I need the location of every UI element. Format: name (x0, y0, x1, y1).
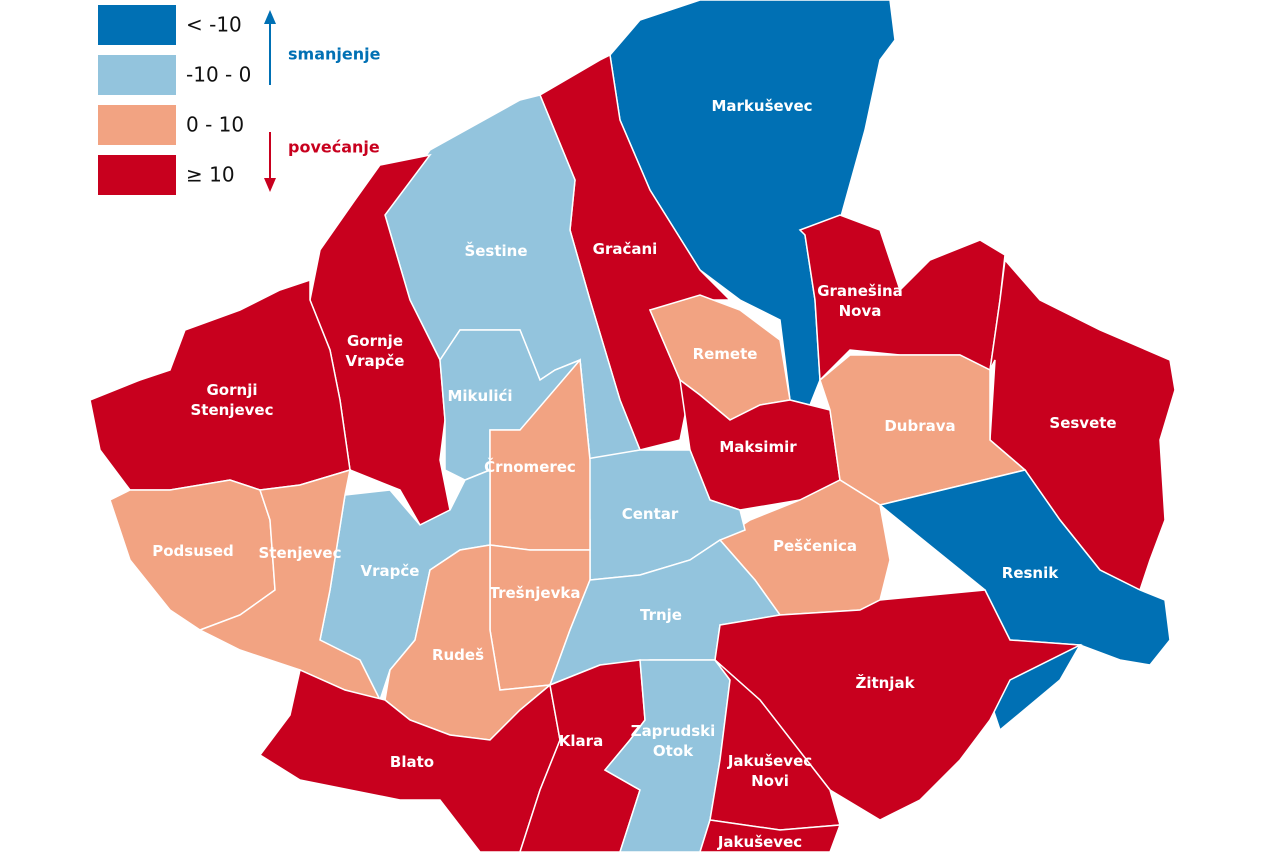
decrease-label: smanjenje (288, 45, 381, 64)
district-label: Trešnjevka (490, 584, 581, 602)
district-label: Novi (751, 772, 789, 790)
legend-label: -10 - 0 (186, 63, 251, 87)
district-label: Centar (622, 505, 679, 523)
district (699, 819, 842, 852)
district-label: Maksimir (719, 438, 797, 456)
arrow-up-head (264, 10, 276, 24)
district-label: Blato (390, 753, 434, 771)
district-label: Žitnjak (855, 673, 915, 692)
legend: smanjenje povećanje < -10 -10 - 0 0 - 10 ≥ … (98, 5, 381, 195)
district-label: Podsused (152, 542, 233, 560)
legend-label: ≥ 10 (186, 163, 235, 187)
increase-label: povećanje (288, 138, 380, 157)
district-label: Zaprudski (631, 722, 716, 740)
regions (89, 0, 1176, 852)
legend-swatch (98, 105, 176, 145)
legend-label: 0 - 10 (186, 113, 244, 137)
district-label: Klara (559, 732, 603, 750)
district-label: Sesvete (1049, 414, 1116, 432)
district-label: Mikulići (447, 387, 512, 405)
district-label: Gornji (207, 381, 258, 399)
district-label: Gračani (593, 240, 658, 258)
district-label: Stenjevec (259, 544, 342, 562)
district-label: Vrapče (346, 352, 405, 370)
district-label: Stenjevec (191, 401, 274, 419)
legend-swatch (98, 5, 176, 45)
district-label: Trnje (640, 606, 682, 624)
district-label: Jakuševec (727, 752, 812, 770)
district-label: Jakuševec (717, 833, 802, 851)
district-label: Vrapče (361, 562, 420, 580)
district-label: Nova (839, 302, 882, 320)
legend-swatch (98, 155, 176, 195)
district (819, 354, 1027, 506)
legend-swatch (98, 55, 176, 95)
district-label: Črnomerec (484, 457, 576, 476)
district-label: Šestine (464, 241, 527, 260)
district-label: Resnik (1002, 564, 1059, 582)
district-label: Rudeš (432, 646, 484, 664)
district-label: Peščenica (773, 537, 857, 555)
district-label: Otok (653, 742, 694, 760)
district-label: Dubrava (884, 417, 955, 435)
arrow-down-head (264, 178, 276, 192)
district-label: Markuševec (711, 97, 812, 115)
labels: Markuševec Gračani Šestine Gornje Vrapče Gorn… (152, 97, 1116, 851)
district-label: Remete (693, 345, 758, 363)
district-label: Granešina (817, 282, 903, 300)
legend-label: < -10 (186, 13, 242, 37)
district-label: Gornje (347, 332, 403, 350)
